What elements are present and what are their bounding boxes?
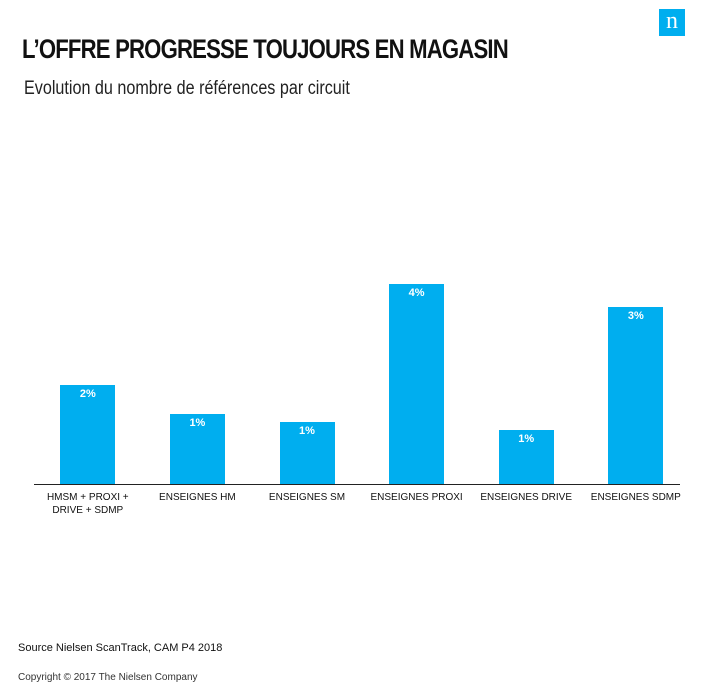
bar (608, 307, 664, 484)
chart-title: L’OFFRE PROGRESSE TOUJOURS EN MAGASIN (22, 34, 509, 64)
bar (498, 430, 554, 484)
value-label: 1% (299, 424, 315, 437)
x-tick-label: ENSEIGNES SDMP (590, 492, 681, 503)
bar (60, 385, 116, 484)
value-label: 1% (189, 416, 206, 429)
source: Source Nielsen ScanTrack, CAM P4 2018 (18, 642, 223, 654)
value-label: 3% (627, 310, 644, 323)
bar (169, 413, 225, 484)
x-tick-label: ENSEIGNES PROXI (370, 492, 463, 503)
x-tick-label: ENSEIGNES SM (268, 492, 346, 503)
copyright: Copyright © 2017 The Nielsen Company (18, 672, 198, 683)
logo: n (659, 9, 685, 36)
bar (279, 421, 335, 484)
value-label: 2% (79, 388, 96, 401)
chart-subtitle: Evolution du nombre de références par ci… (24, 78, 350, 99)
value-label: 4% (408, 287, 425, 299)
baseline (34, 484, 680, 485)
x-tick-label: HMSM + PROXI + DRIVE + SDMP (46, 492, 129, 516)
bar (389, 284, 445, 484)
x-tick-label: ENSEIGNES DRIVE (480, 492, 573, 503)
value-label: 1% (518, 433, 535, 446)
x-tick-label: ENSEIGNES HM (159, 492, 236, 503)
